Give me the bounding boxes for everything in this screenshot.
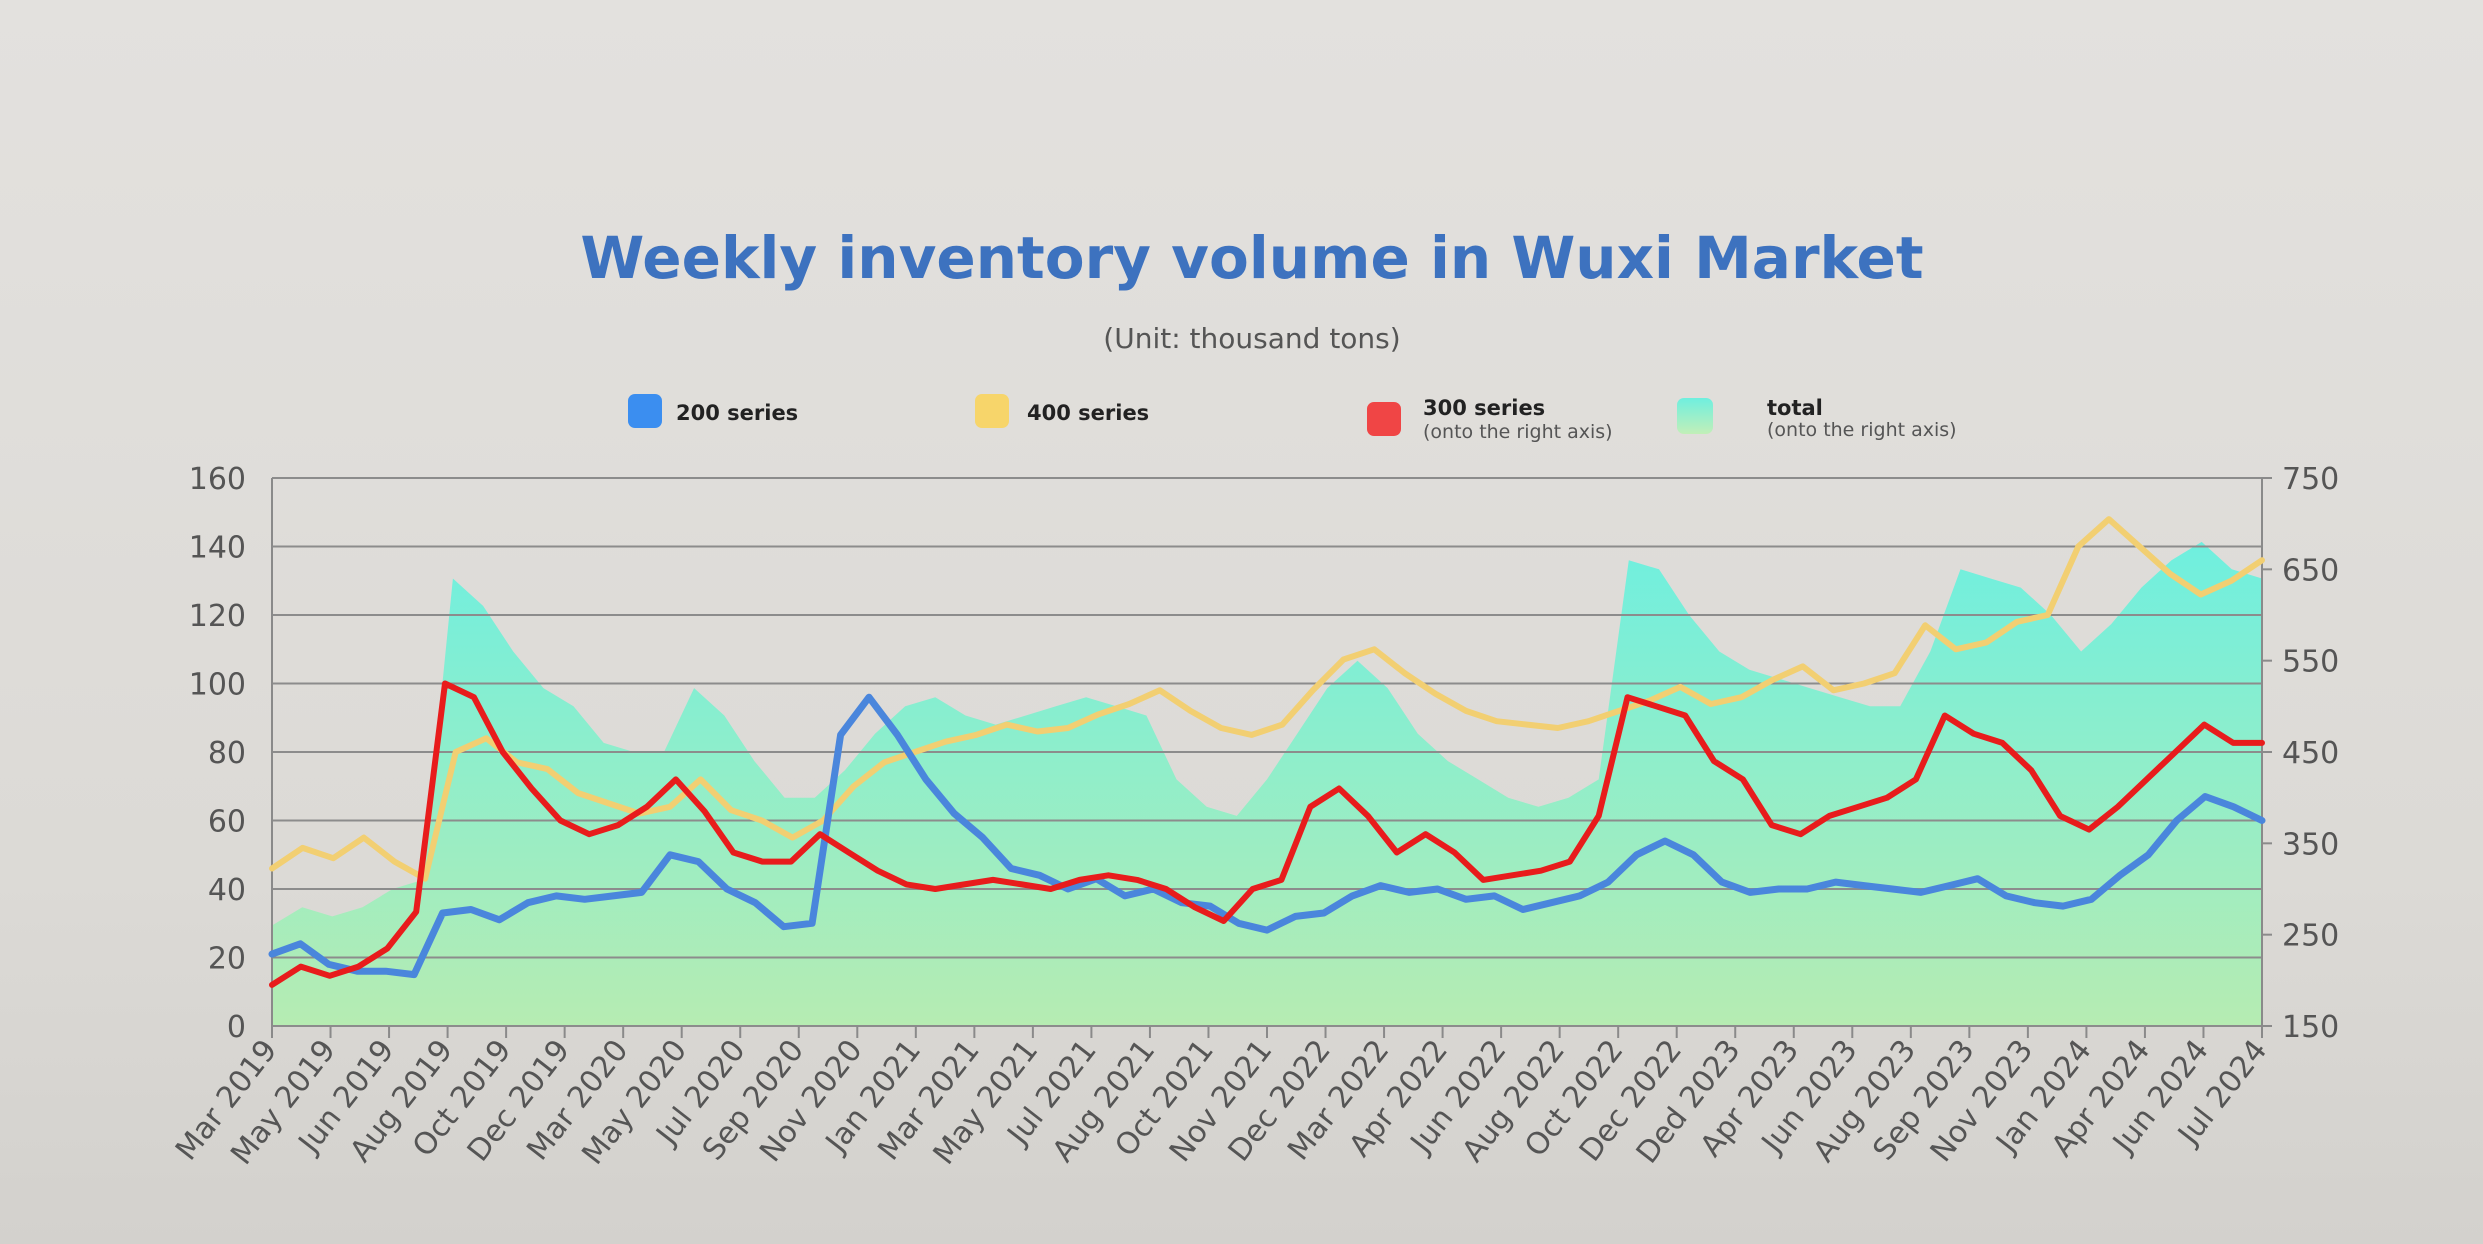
legend-swatch-total bbox=[1677, 398, 1713, 434]
left-axis-tick-label: 140 bbox=[189, 531, 246, 566]
legend-label-400-series: 400 series bbox=[1027, 401, 1149, 425]
chart-title: Weekly inventory volume in Wuxi Market bbox=[580, 224, 1923, 292]
legend-swatch-200-series bbox=[628, 394, 662, 428]
legend-item-300-series: 300 series (onto the right axis) bbox=[1367, 396, 1613, 443]
series-400-line bbox=[269, 516, 2265, 882]
left-axis-tick-label: 120 bbox=[189, 599, 246, 634]
left-axis-tick-label: 0 bbox=[227, 1010, 246, 1045]
total-area bbox=[272, 541, 2262, 1026]
plot-area bbox=[268, 477, 2266, 1038]
right-axis-labels: 150 250 350 450 550 650 750 bbox=[2262, 462, 2339, 1045]
left-axis-labels: 0 20 40 60 80 100 120 140 160 bbox=[189, 462, 246, 1045]
right-axis-tick-label: 250 bbox=[2282, 919, 2339, 954]
x-axis-ticks bbox=[271, 1026, 2263, 1038]
legend-swatch-300-series bbox=[1367, 402, 1401, 436]
legend-label-300-series: 300 series bbox=[1423, 396, 1545, 420]
right-axis-tick-label: 650 bbox=[2282, 553, 2339, 588]
legend-label-200-series: 200 series bbox=[676, 401, 798, 425]
chart-subtitle: (Unit: thousand tons) bbox=[1103, 322, 1400, 355]
right-axis-tick-label: 450 bbox=[2282, 736, 2339, 771]
left-axis-tick-label: 20 bbox=[208, 942, 246, 977]
right-axis-tick-label: 550 bbox=[2282, 645, 2339, 680]
left-axis-tick-label: 60 bbox=[208, 805, 246, 840]
series-200-line bbox=[268, 693, 2266, 979]
left-axis-tick-label: 160 bbox=[189, 462, 246, 497]
legend-sublabel-total: (onto the right axis) bbox=[1767, 419, 1957, 441]
legend: 200 series 400 series 300 series (onto t… bbox=[628, 394, 1957, 443]
legend-label-total: total bbox=[1767, 396, 1823, 420]
left-axis-tick-label: 80 bbox=[208, 736, 246, 771]
legend-swatch-400-series bbox=[975, 394, 1009, 428]
left-axis-tick-label: 40 bbox=[208, 873, 246, 908]
series-300-line bbox=[269, 680, 2265, 988]
gridlines bbox=[272, 477, 2262, 1027]
legend-item-total: total (onto the right axis) bbox=[1677, 396, 1957, 441]
right-axis-tick-label: 150 bbox=[2282, 1010, 2339, 1045]
right-axis-tick-label: 750 bbox=[2282, 462, 2339, 497]
right-axis-tick-label: 350 bbox=[2282, 827, 2339, 862]
left-axis-tick-label: 100 bbox=[189, 668, 246, 703]
legend-sublabel-300-series: (onto the right axis) bbox=[1423, 421, 1613, 443]
legend-item-400-series: 400 series bbox=[975, 394, 1149, 428]
legend-item-200-series: 200 series bbox=[628, 394, 798, 428]
